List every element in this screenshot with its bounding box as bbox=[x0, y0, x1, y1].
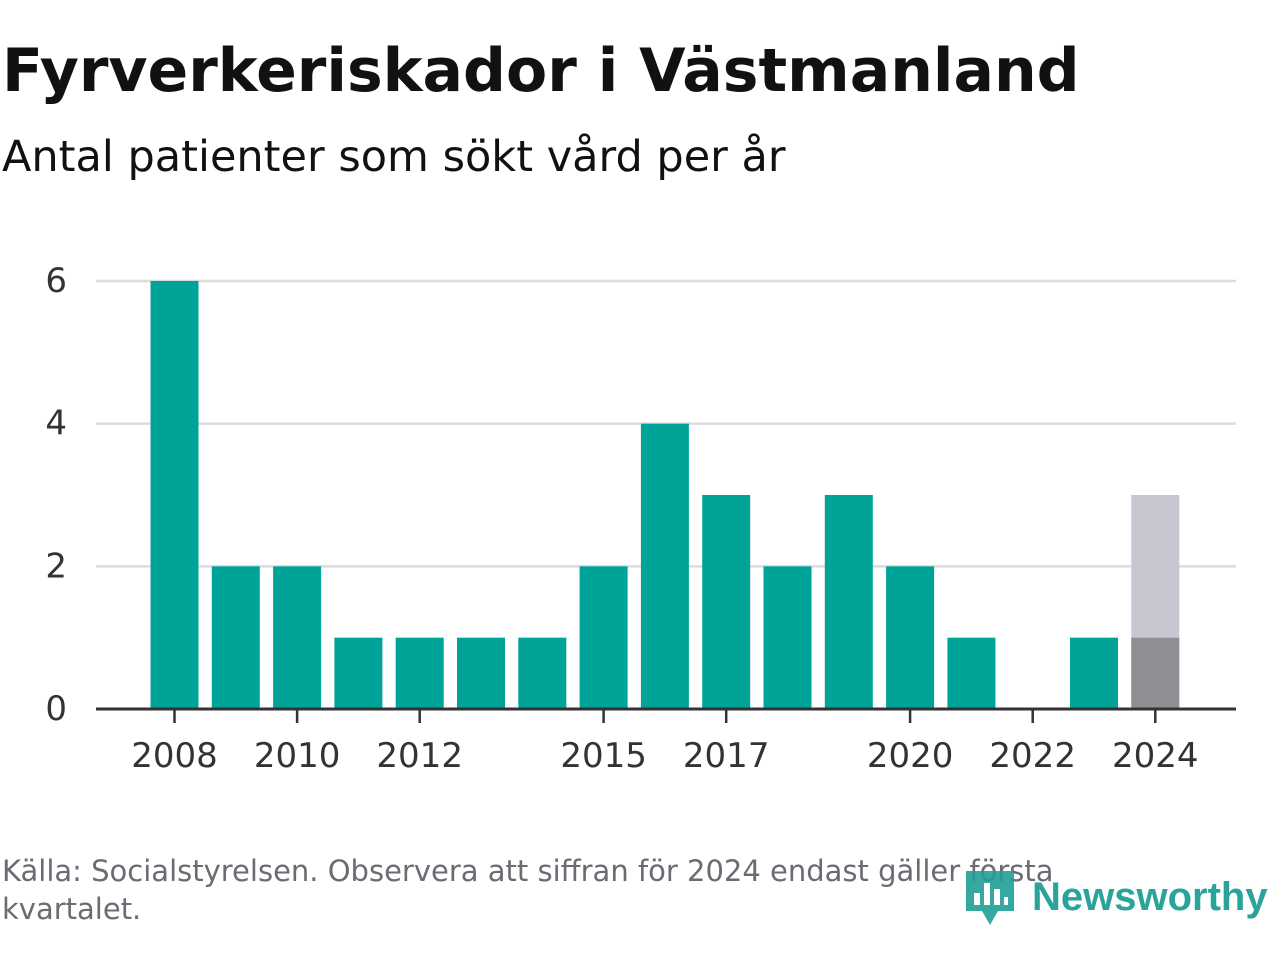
bar bbox=[763, 566, 812, 709]
x-tick-label: 2008 bbox=[131, 736, 218, 776]
x-tick-label: 2012 bbox=[376, 736, 463, 776]
bar bbox=[273, 566, 322, 709]
bar bbox=[1070, 637, 1118, 709]
bar bbox=[395, 637, 444, 709]
bar bbox=[579, 566, 628, 709]
bars bbox=[150, 281, 1180, 709]
x-tick-label: 2017 bbox=[683, 736, 770, 776]
x-tick-label: 2010 bbox=[254, 736, 341, 776]
y-tick-label: 2 bbox=[45, 546, 67, 586]
newsworthy-logo: Newsworthy bbox=[964, 864, 1280, 930]
newsworthy-logo-icon bbox=[966, 871, 1014, 925]
y-tick-label: 0 bbox=[45, 689, 67, 729]
bar bbox=[457, 637, 505, 709]
bar bbox=[334, 637, 383, 709]
x-tick-label: 2020 bbox=[867, 736, 954, 776]
chart-subtitle: Antal patienter som sökt vård per år bbox=[2, 132, 786, 182]
bar bbox=[518, 637, 567, 709]
x-axis bbox=[96, 707, 1236, 723]
y-tick-label: 4 bbox=[45, 404, 67, 444]
bar bbox=[211, 566, 260, 709]
bar bbox=[150, 281, 199, 709]
bar bbox=[702, 495, 751, 709]
bar bbox=[640, 423, 689, 709]
bar bbox=[947, 637, 996, 709]
bar bbox=[1131, 637, 1180, 709]
x-axis-labels: 2008 2010 2012 2015 2017 2020 2022 2024 bbox=[131, 736, 1198, 776]
x-tick-label: 2022 bbox=[989, 736, 1076, 776]
x-tick-label: 2024 bbox=[1112, 736, 1199, 776]
bar bbox=[886, 566, 935, 709]
y-axis-labels: 0 2 4 6 bbox=[45, 261, 67, 729]
logo-text: Newsworthy bbox=[1032, 874, 1268, 919]
source-footnote: Källa: Socialstyrelsen. Observera att si… bbox=[2, 854, 1054, 926]
x-tick-label: 2015 bbox=[560, 736, 647, 776]
bar bbox=[824, 495, 873, 709]
y-tick-label: 6 bbox=[45, 261, 67, 301]
chart-title: Fyrverkeriskador i Västmanland bbox=[2, 36, 1080, 106]
